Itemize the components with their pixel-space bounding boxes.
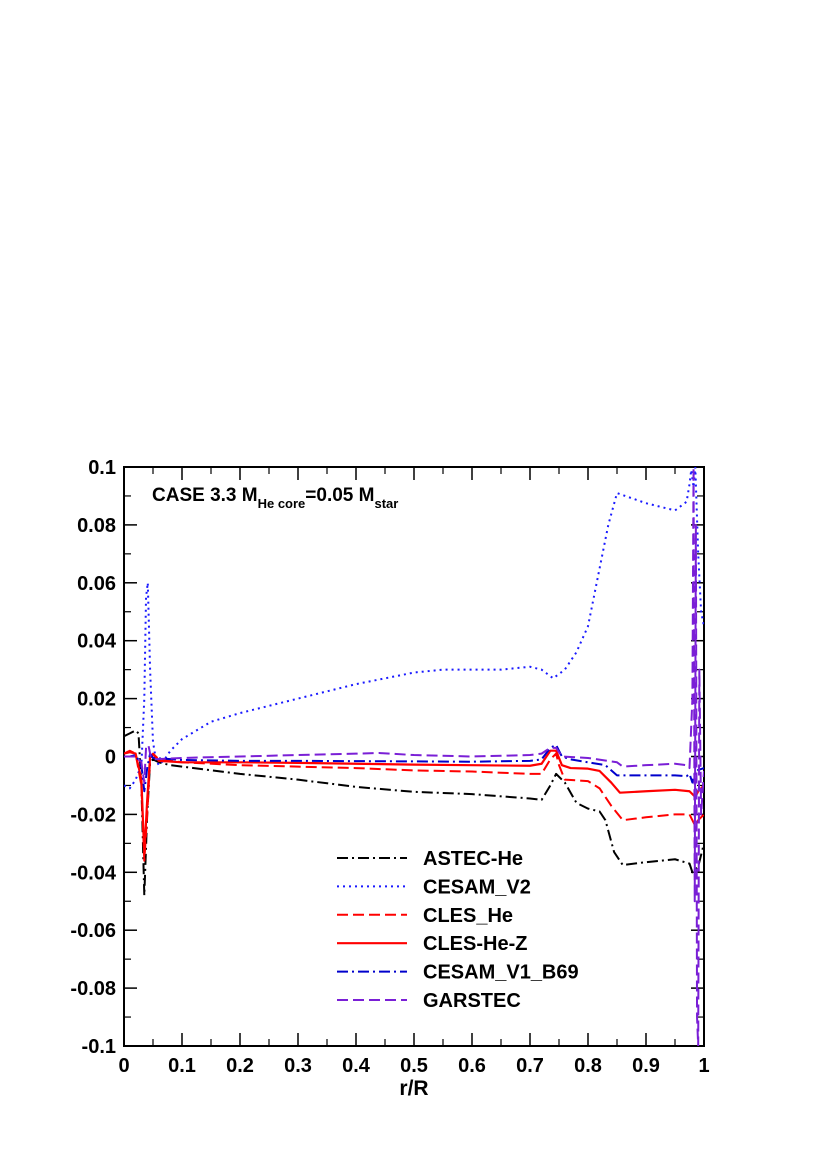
y-tick-label: 0.1 [88, 457, 116, 479]
x-tick-label: 0.1 [168, 1055, 196, 1077]
series-line-cles-he-z [124, 749, 704, 857]
annotation-sub2: star [374, 496, 398, 511]
legend-label: ASTEC-He [423, 848, 523, 870]
series-line-cles-he [124, 749, 704, 862]
y-tick-label: -0.1 [82, 1036, 116, 1058]
x-tick-label: 0 [118, 1055, 129, 1077]
legend-label: CESAM_V2 [423, 876, 531, 898]
x-tick-label: 0.4 [342, 1055, 371, 1077]
y-tick-label: -0.04 [70, 862, 116, 884]
legend: ASTEC-He CESAM_V2 CLES_He CLES-He-Z CESAM_V1… [337, 848, 579, 1012]
y-tick-label: 0.08 [77, 515, 116, 537]
x-tick-label: 0.2 [226, 1055, 254, 1077]
y-tick-label: 0 [105, 747, 116, 769]
x-tick-label: 0.5 [400, 1055, 428, 1077]
series-line-cesam-v1-b69 [124, 743, 704, 793]
x-tick-label: 0.7 [516, 1055, 544, 1077]
x-tick-label: 0.9 [632, 1055, 660, 1077]
legend-label: CLES_He [423, 905, 513, 927]
x-tick-label: 0.3 [284, 1055, 312, 1077]
x-tick-label: 0.8 [574, 1055, 602, 1077]
y-tick-label: 0.02 [77, 689, 116, 711]
y-tick-label: -0.06 [70, 920, 116, 942]
x-tick-labels: 0 0.1 0.2 0.3 0.4 0.5 0.6 0.7 0.8 0.9 1 [118, 1055, 709, 1077]
case-annotation: CASE 3.3 MHe core=0.05 Mstar [152, 485, 398, 511]
y-tick-label: -0.02 [70, 804, 116, 826]
series-line-cesam-v2 [124, 467, 704, 790]
legend-label: CLES-He-Z [423, 933, 527, 955]
x-axis-label: r/R [399, 1077, 428, 1100]
legend-label: CESAM_V1_B69 [423, 962, 579, 984]
x-tick-label: 0.6 [458, 1055, 486, 1077]
y-tick-label: -0.08 [70, 978, 116, 1000]
y-tick-label: 0.06 [77, 573, 116, 595]
x-tick-label: 1 [698, 1055, 709, 1077]
y-tick-labels: 0.1 0.08 0.06 0.04 0.02 0 -0.02 -0.04 -0.06 -0.08… [70, 457, 116, 1058]
annotation-mid: =0.05 M [305, 485, 374, 506]
series-lines [124, 467, 704, 1046]
series-line-garstec [124, 467, 704, 1046]
y-tick-label: 0.04 [77, 631, 117, 653]
legend-label: GARSTEC [423, 990, 521, 1012]
axis-ticks [123, 466, 705, 1047]
series-line-astec-he [124, 729, 704, 897]
annotation-prefix: CASE 3.3 M [152, 485, 258, 506]
annotation-sub1: He core [258, 496, 306, 511]
